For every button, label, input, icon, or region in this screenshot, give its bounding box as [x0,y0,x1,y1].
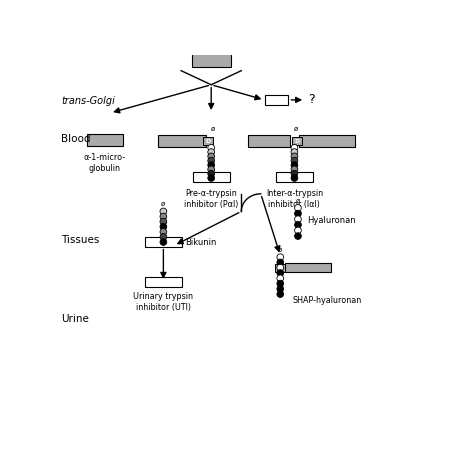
Bar [285,263,331,271]
Text: Urinary trypsin
inhibitor (UTI): Urinary trypsin inhibitor (UTI) [133,292,193,312]
Circle shape [291,153,298,160]
Text: D: D [278,265,283,270]
Circle shape [208,162,214,168]
Bar [266,95,288,105]
Bar [158,135,206,147]
Text: ø: ø [296,198,300,204]
Circle shape [277,291,284,298]
Text: D: D [294,138,299,143]
Circle shape [277,275,284,282]
Bar [203,137,213,145]
Bar [299,135,356,147]
Text: SHAP-hyaluronan: SHAP-hyaluronan [292,296,362,305]
Circle shape [277,270,284,276]
Circle shape [208,149,214,155]
Bar [145,277,182,287]
Circle shape [160,218,167,225]
Circle shape [295,222,301,228]
Bar [275,264,285,271]
Circle shape [160,208,167,215]
Circle shape [277,254,284,260]
Circle shape [208,157,214,164]
Bar [292,137,302,145]
Bar [276,172,313,182]
Text: ø: ø [294,126,298,132]
Text: Pre-α-trypsin
inhibitor (PαI): Pre-α-trypsin inhibitor (PαI) [184,189,239,209]
Bar [192,49,231,67]
Circle shape [160,234,167,240]
Circle shape [277,265,284,271]
Circle shape [291,149,298,155]
Text: Blood: Blood [61,134,91,144]
Circle shape [160,223,167,230]
Text: Hyaluronan: Hyaluronan [307,216,356,225]
Text: ?: ? [308,93,315,106]
Circle shape [291,144,298,151]
Bar [249,135,290,147]
Circle shape [277,286,284,292]
Text: Urine: Urine [61,314,89,324]
Text: ø: ø [211,126,215,132]
Circle shape [291,162,298,168]
Circle shape [160,239,167,245]
Text: D: D [206,138,211,143]
Circle shape [277,280,284,287]
Circle shape [291,166,298,173]
Text: Bikunin: Bikunin [186,238,217,246]
Circle shape [160,228,167,235]
Bar [145,237,182,247]
Circle shape [208,144,214,151]
Circle shape [208,166,214,173]
Bar [87,134,122,146]
Text: ø: ø [161,201,165,207]
Bar [193,172,229,182]
Circle shape [295,233,301,239]
Circle shape [160,213,167,220]
Circle shape [277,259,284,266]
Circle shape [295,205,301,211]
Text: α-1-micro-
globulin: α-1-micro- globulin [84,154,126,173]
Text: Inter-α-trypsin
inhibitor (IαI): Inter-α-trypsin inhibitor (IαI) [266,189,323,209]
Text: Tissues: Tissues [61,234,100,244]
Circle shape [295,216,301,223]
Circle shape [291,175,298,181]
Circle shape [295,227,301,234]
Text: trans-Golgi: trans-Golgi [61,96,115,106]
Circle shape [295,210,301,217]
Circle shape [291,170,298,177]
Circle shape [291,157,298,164]
Circle shape [208,170,214,177]
Text: ø: ø [278,247,282,253]
Circle shape [208,153,214,160]
Circle shape [208,175,214,181]
